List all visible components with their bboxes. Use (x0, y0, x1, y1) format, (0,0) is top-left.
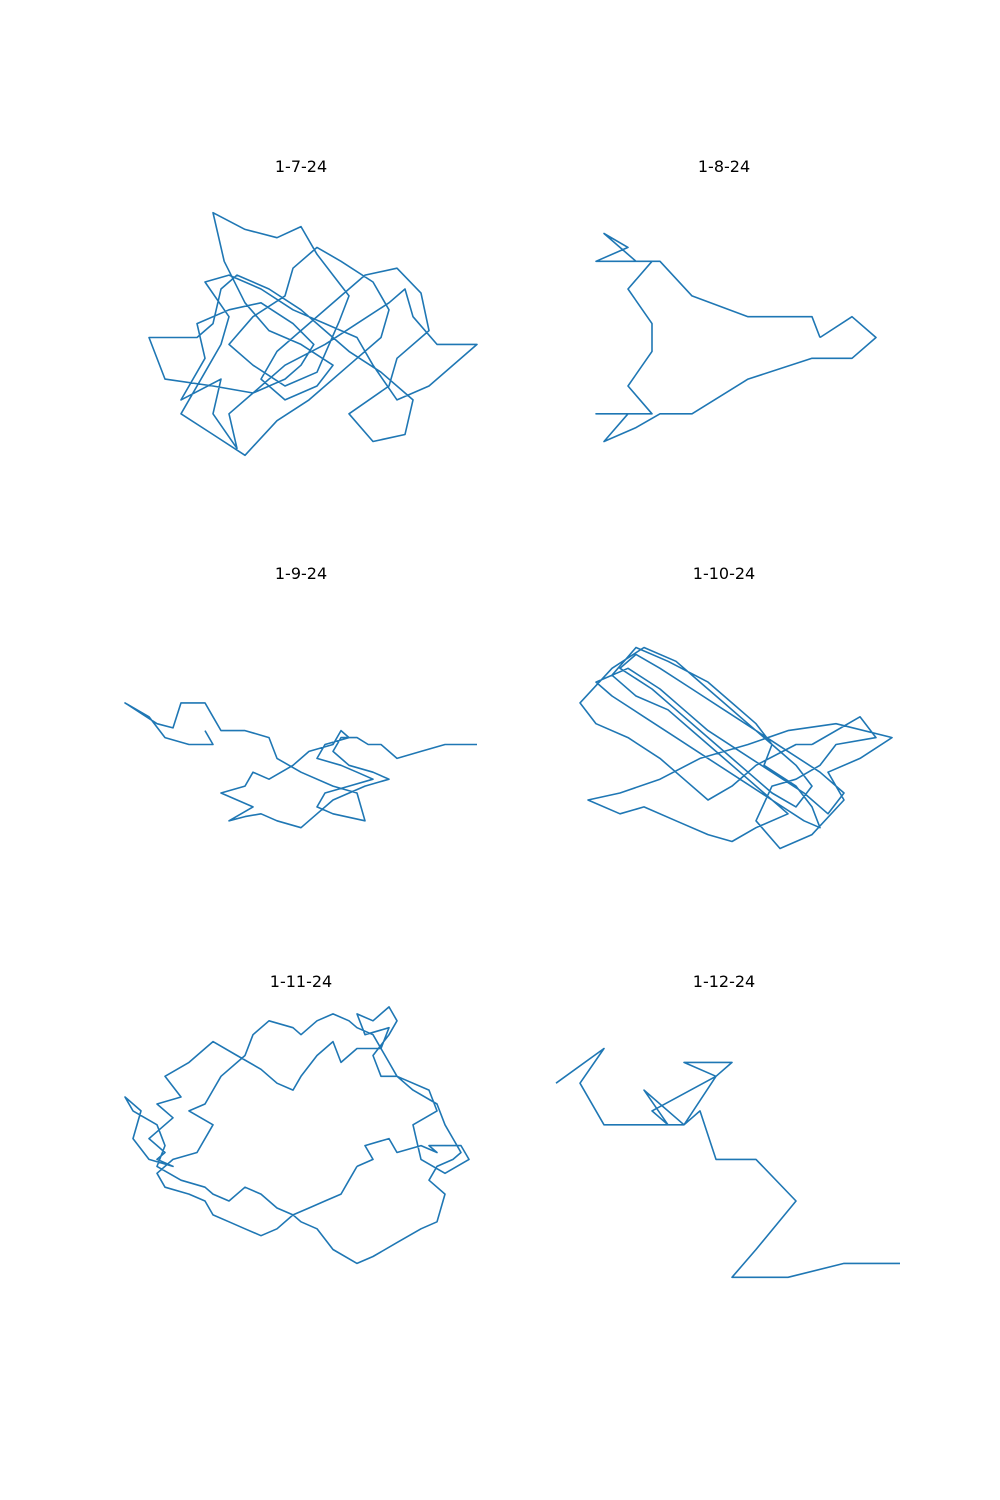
subplot-3: 1-9-24 (124, 564, 477, 829)
panel-title: 1-9-24 (275, 564, 327, 583)
subplot-1: 1-7-24 (148, 157, 478, 457)
subplot-4: 1-10-24 (579, 564, 893, 850)
series-line (555, 1047, 900, 1279)
panel-title: 1-11-24 (270, 972, 332, 991)
series-line (579, 646, 893, 850)
series-line (595, 232, 877, 443)
series-line (124, 702, 477, 829)
panel-title: 1-7-24 (275, 157, 327, 176)
subplot-2: 1-8-24 (595, 157, 877, 443)
subplot-5: 1-11-24 (124, 972, 470, 1265)
subplot-6: 1-12-24 (555, 972, 900, 1279)
series-line (148, 211, 478, 457)
panel-title: 1-12-24 (693, 972, 755, 991)
panel-title: 1-8-24 (698, 157, 750, 176)
panel-title: 1-10-24 (693, 564, 755, 583)
series-line (124, 1006, 470, 1265)
